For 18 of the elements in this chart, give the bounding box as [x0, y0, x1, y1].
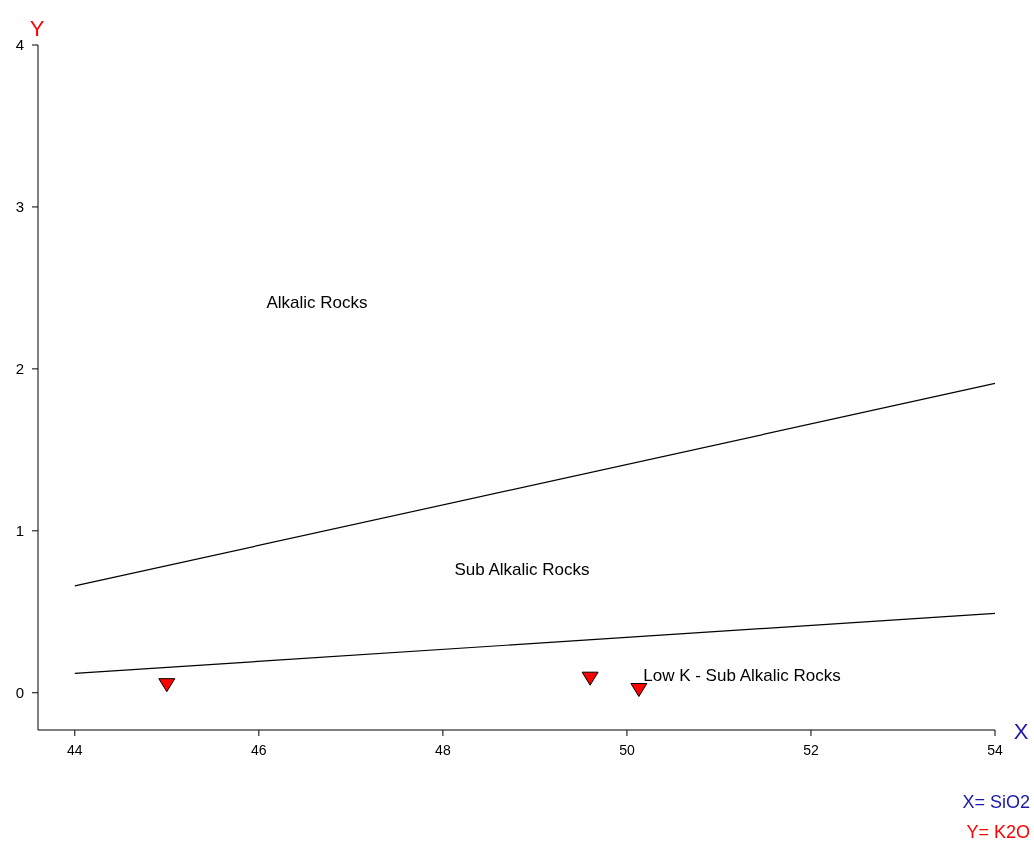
annotation: Low K - Sub Alkalic Rocks	[643, 666, 841, 685]
x-tick-label: 46	[251, 742, 267, 758]
x-tick-label: 44	[67, 742, 83, 758]
x-tick-label: 54	[987, 742, 1003, 758]
y-tick-label: 4	[15, 36, 25, 53]
x-axis-title: X	[1013, 719, 1029, 744]
y-tick-label: 3	[15, 197, 25, 215]
x-tick-label: 48	[435, 742, 451, 758]
x-tick-label: 50	[619, 742, 635, 758]
y-tick-label: 1	[15, 521, 25, 539]
y-axis-title: Y	[29, 16, 45, 41]
annotation: Alkalic Rocks	[266, 293, 368, 312]
y-tick-label: 2	[15, 359, 25, 377]
x-tick-label: 52	[803, 742, 819, 758]
annotation: Sub Alkalic Rocks	[454, 560, 590, 579]
y-tick-label: 0	[15, 683, 25, 701]
text: Y= K2O	[966, 822, 1030, 842]
text: X= SiO2	[962, 792, 1030, 812]
